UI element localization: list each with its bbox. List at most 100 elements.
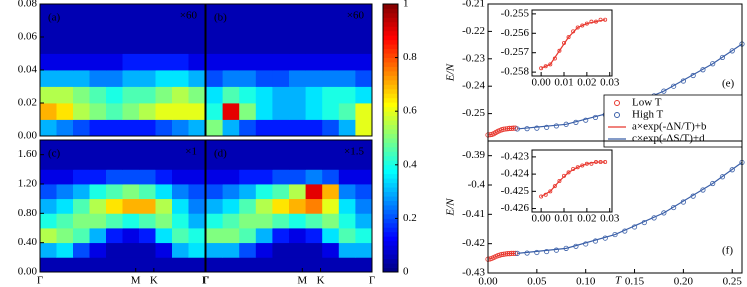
heat-cell <box>355 140 373 156</box>
data-point <box>539 194 544 199</box>
heat-cell <box>289 70 306 87</box>
colorbar-step <box>383 222 398 228</box>
y-tick-label: 0.00 <box>18 130 38 142</box>
heat-cell <box>239 228 257 244</box>
heat-cell <box>155 119 173 137</box>
heat-cell <box>73 86 90 104</box>
heat-cell <box>155 37 173 54</box>
heat-cell <box>322 103 340 120</box>
heat-cell <box>355 103 373 120</box>
heat-cell <box>188 257 206 273</box>
heat-cell <box>56 213 74 229</box>
heat-cell <box>56 154 74 170</box>
y-tick-label: 0.08 <box>18 0 38 10</box>
heat-cell <box>106 154 123 170</box>
heat-cell <box>172 242 189 258</box>
heat-cell <box>305 53 323 71</box>
heat-cell <box>222 154 240 170</box>
heat-cell <box>106 4 123 21</box>
colorbar-step <box>383 12 398 18</box>
heat-cell <box>40 198 57 214</box>
heat-cell <box>255 70 273 87</box>
heat-cell <box>305 37 323 54</box>
heat-cell <box>338 4 356 21</box>
heat-cell <box>272 213 290 229</box>
heat-cell <box>355 198 373 214</box>
heat-cell <box>239 119 257 137</box>
heat-cell <box>305 103 323 120</box>
x-tick-label: 0.01 <box>554 77 573 89</box>
heat-cell <box>106 169 123 185</box>
heat-cell <box>155 86 173 104</box>
colorbar-step <box>383 254 398 259</box>
colorbar-step <box>383 263 398 268</box>
x-tick-label: 0.15 <box>625 276 645 287</box>
colorbar-step <box>383 227 398 233</box>
data-point <box>557 48 562 53</box>
inset-frame <box>531 9 613 77</box>
heat-cell <box>222 4 240 21</box>
data-point <box>552 184 557 189</box>
heat-cell <box>155 140 173 156</box>
heat-cell <box>155 154 173 170</box>
colorbar-step <box>383 75 398 81</box>
data-point <box>729 48 735 54</box>
heat-cell <box>139 20 156 38</box>
heat-cell <box>255 37 273 54</box>
data-point <box>598 17 603 22</box>
heat-cell <box>40 37 57 54</box>
heat-cell <box>305 70 323 87</box>
heat-cell <box>338 169 356 185</box>
heat-cell <box>322 257 340 273</box>
panel-frame <box>39 139 206 273</box>
heat-cell <box>40 228 57 244</box>
heat-cell <box>56 4 74 21</box>
data-point <box>710 180 716 187</box>
heat-cell <box>89 184 107 200</box>
heat-cell <box>122 169 140 185</box>
heat-cell <box>222 242 240 258</box>
heat-cell <box>239 213 257 229</box>
heat-cell <box>139 86 156 104</box>
heat-cell <box>89 213 107 229</box>
heat-cell <box>289 228 306 244</box>
colorbar-step <box>383 106 398 112</box>
heat-cell <box>73 242 90 258</box>
y-tick-label: 0.00 <box>18 266 38 278</box>
fit-line <box>487 127 516 136</box>
heat-cell <box>222 20 240 38</box>
heat-cell <box>206 242 223 258</box>
colorbar-step <box>383 138 398 143</box>
heat-cell <box>222 198 240 214</box>
heat-cell <box>239 140 257 156</box>
heat-cell <box>206 37 223 54</box>
heat-cell <box>106 242 123 258</box>
colorbar-step <box>383 35 398 41</box>
y-tick-label: -0.39 <box>462 149 485 161</box>
heat-cell <box>172 169 189 185</box>
heat-cell <box>40 70 57 87</box>
y-axis-label: E/N <box>445 63 457 82</box>
heat-cell <box>122 70 140 87</box>
heat-cell <box>106 53 123 71</box>
heat-cell <box>355 37 373 54</box>
heat-cell <box>40 169 57 185</box>
colorbar-step <box>383 8 398 14</box>
heat-cell <box>355 184 373 200</box>
colorbar-step <box>383 84 398 90</box>
heat-cell <box>239 4 257 21</box>
heat-cell <box>355 86 373 104</box>
heat-cell <box>222 119 240 137</box>
heat-cell <box>322 198 340 214</box>
heat-cell <box>40 242 57 258</box>
heat-cell <box>322 20 340 38</box>
heat-cell <box>322 228 340 244</box>
data-point <box>719 174 726 180</box>
heat-cell <box>73 140 90 156</box>
heat-cell <box>305 228 323 244</box>
heat-cell <box>355 53 373 71</box>
heat-cell <box>73 53 90 71</box>
colorbar-step <box>383 4 398 9</box>
colorbar-step <box>383 240 398 246</box>
heat-cell <box>139 242 156 258</box>
